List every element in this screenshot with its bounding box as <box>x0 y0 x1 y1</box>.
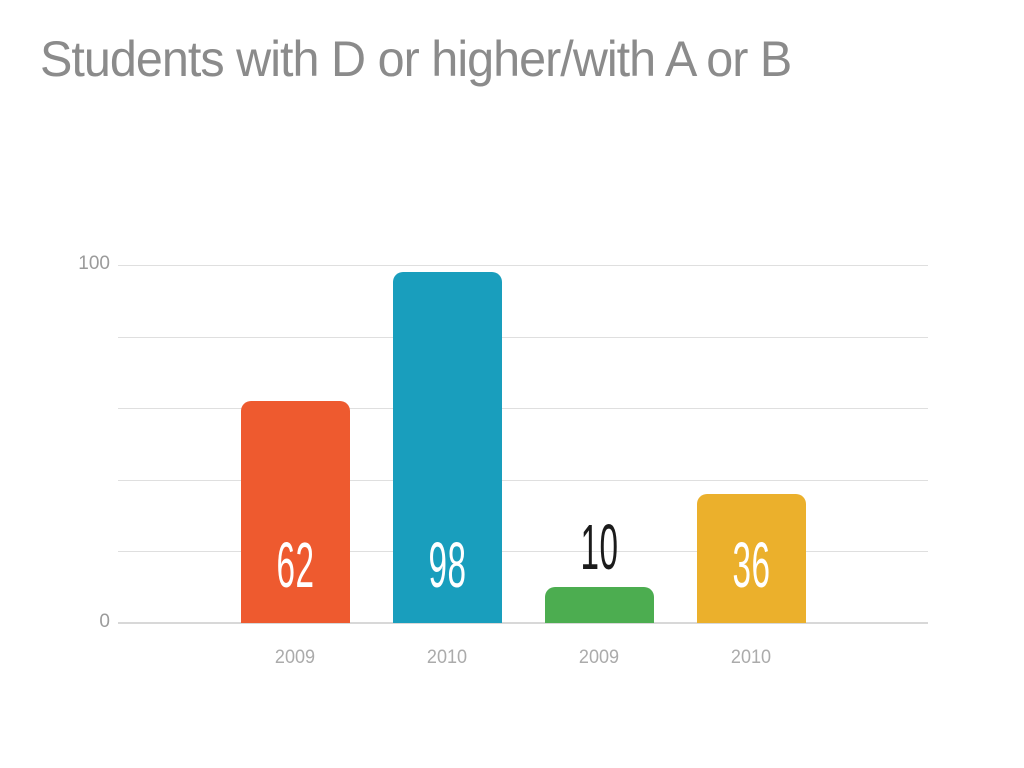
bar-value-label: 10 <box>579 511 619 584</box>
chart-title: Students with D or higher/with A or B <box>40 31 792 87</box>
x-axis-label: 2010 <box>426 647 468 668</box>
y-axis-tick-label: 0 <box>99 610 110 632</box>
x-axis-label: 2009 <box>274 647 316 668</box>
bar-2009-2 <box>544 587 654 623</box>
bar-2010-1 <box>392 272 502 623</box>
gridline <box>118 336 928 338</box>
y-axis-tick-label: 100 <box>78 252 110 274</box>
plot-area: 0 100 62 2009 98 2010 10 2009 36 2010 <box>78 253 928 668</box>
bar-value-label: 62 <box>275 529 315 601</box>
gridline <box>118 265 928 266</box>
x-axis-label: 2009 <box>578 647 620 668</box>
gridline <box>118 408 928 410</box>
x-axis-label: 2010 <box>730 647 772 668</box>
bar-value-label: 36 <box>731 529 771 601</box>
bar-2009-0 <box>240 401 350 623</box>
bar-2010-3 <box>696 494 806 623</box>
bar-value-label: 98 <box>427 529 467 601</box>
x-axis-line <box>118 622 928 624</box>
gridline <box>118 551 928 553</box>
gridline <box>118 479 928 481</box>
